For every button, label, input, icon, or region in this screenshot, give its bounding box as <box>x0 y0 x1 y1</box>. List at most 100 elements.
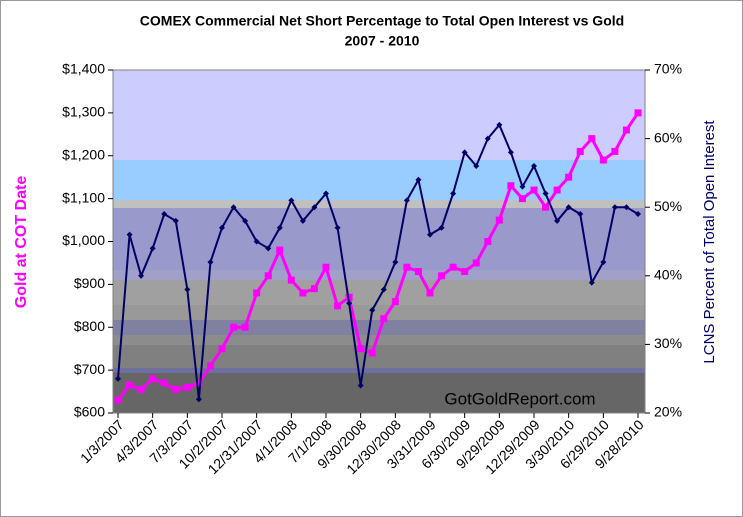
marker <box>622 126 630 134</box>
y-tick-label: $600 <box>74 404 105 420</box>
y-tick-label: $1,100 <box>62 189 105 205</box>
marker <box>450 190 457 197</box>
y2-tick-label: 30% <box>654 335 682 351</box>
marker <box>299 217 306 224</box>
marker <box>635 211 641 218</box>
marker <box>184 286 191 293</box>
marker <box>218 345 226 353</box>
marker <box>415 176 422 183</box>
plot-background <box>112 69 646 414</box>
marker <box>149 245 156 252</box>
marker <box>265 245 272 252</box>
marker <box>542 190 549 197</box>
series-line <box>116 112 640 402</box>
marker <box>310 285 318 293</box>
marker <box>126 231 133 238</box>
marker <box>368 349 376 357</box>
marker <box>230 323 238 331</box>
marker <box>195 396 202 403</box>
marker <box>577 211 584 218</box>
marker <box>311 204 318 211</box>
marker <box>299 289 307 297</box>
marker <box>472 259 480 267</box>
marker <box>531 163 537 170</box>
marker <box>611 147 619 155</box>
marker <box>253 289 261 297</box>
marker <box>241 323 249 331</box>
marker <box>634 109 642 117</box>
marker <box>518 195 526 203</box>
y-tick-label: $700 <box>74 361 105 377</box>
marker <box>391 298 399 306</box>
marker <box>484 135 491 142</box>
marker <box>507 149 514 156</box>
marker <box>276 246 284 254</box>
marker <box>242 217 249 224</box>
marker <box>623 204 630 211</box>
marker <box>554 217 561 224</box>
marker <box>138 272 145 279</box>
y-tick-label: $800 <box>74 318 105 334</box>
marker <box>519 183 526 190</box>
marker <box>553 186 561 194</box>
marker <box>137 385 145 393</box>
marker <box>414 268 422 276</box>
marker <box>357 382 364 389</box>
marker <box>334 302 342 310</box>
marker <box>427 231 433 238</box>
marker <box>449 263 457 271</box>
marker <box>611 204 618 211</box>
marker <box>495 216 503 224</box>
marker <box>126 381 134 389</box>
marker <box>507 182 515 190</box>
marker <box>438 272 446 280</box>
marker <box>346 300 353 307</box>
y2-tick-label: 20% <box>654 404 682 420</box>
marker <box>207 259 214 266</box>
chart-title: COMEX Commercial Net Short Percentage to… <box>140 13 624 29</box>
marker <box>438 224 445 231</box>
marker <box>484 238 492 245</box>
marker <box>230 204 237 211</box>
y2-tick-label: 50% <box>654 198 682 214</box>
marker <box>461 149 468 156</box>
series-line <box>117 122 639 400</box>
marker <box>322 263 330 271</box>
y2-tick-label: 70% <box>654 61 682 77</box>
marker <box>565 173 573 181</box>
marker <box>172 385 180 393</box>
marker <box>599 156 607 164</box>
y-axis-label: Gold at COT Date <box>13 176 30 309</box>
marker <box>392 259 399 266</box>
marker <box>461 268 469 276</box>
marker <box>530 186 538 194</box>
marker <box>334 224 341 231</box>
y-tick-label: $1,400 <box>62 61 105 77</box>
marker <box>588 279 595 286</box>
y-tick-label: $1,300 <box>62 104 105 120</box>
marker <box>403 197 410 204</box>
marker <box>160 379 168 387</box>
marker <box>588 135 596 143</box>
y2-tick-label: 60% <box>654 129 682 145</box>
marker <box>287 276 295 284</box>
marker <box>149 375 157 383</box>
marker <box>542 203 550 211</box>
y2-axis-label: LCNS Percent of Total Open Interest <box>701 120 718 364</box>
marker <box>576 147 584 155</box>
y-tick-label: $1,000 <box>62 232 105 248</box>
marker <box>183 383 191 391</box>
marker <box>114 396 122 404</box>
marker <box>473 163 480 170</box>
marker <box>161 211 168 218</box>
marker <box>264 272 272 280</box>
marker <box>426 289 434 297</box>
marker <box>206 362 214 370</box>
marker <box>195 379 203 387</box>
marker <box>276 224 283 231</box>
marker <box>288 197 295 204</box>
marker <box>496 121 503 128</box>
marker <box>380 286 387 293</box>
marker <box>403 263 411 271</box>
